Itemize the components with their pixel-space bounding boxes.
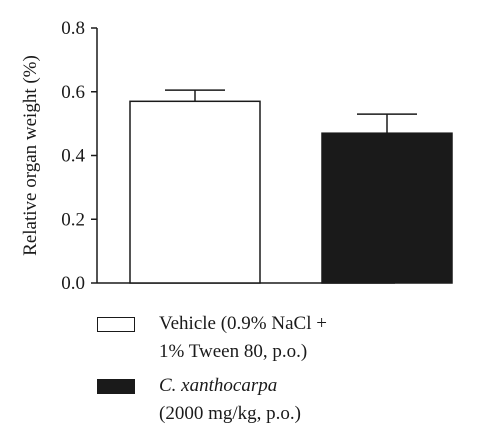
legend-label-vehicle-line1: Vehicle (0.9% NaCl + [159,313,327,334]
bar-chart: 0.0 0.2 0.4 0.6 0.8 Relative organ weight (%) [20,18,453,294]
bar-1 [321,132,453,284]
legend: Vehicle (0.9% NaCl + 1% Tween 80, p.o.) … [97,310,327,428]
legend-item-vehicle: Vehicle (0.9% NaCl + 1% Tween 80, p.o.) [97,310,327,366]
y-tick-label-3: 0.6 [61,82,85,103]
legend-label-xanthocarpa-line2: (2000 mg/kg, p.o.) [159,403,301,424]
y-tick-label-2: 0.4 [61,146,85,167]
legend-item-xanthocarpa: C. xanthocarpa (2000 mg/kg, p.o.) [97,372,327,428]
y-tick-label-1: 0.2 [61,209,85,230]
legend-label-vehicle-line2: 1% Tween 80, p.o.) [159,341,308,362]
legend-label-xanthocarpa-line1: C. xanthocarpa [159,375,278,396]
legend-swatch-vehicle [97,317,135,332]
bar-0 [129,100,261,284]
legend-swatch-xanthocarpa [97,379,135,394]
y-axis-label: Relative organ weight (%) [20,55,41,256]
y-tick-label-4: 0.8 [61,18,85,39]
y-tick-label-0: 0.0 [61,273,85,294]
